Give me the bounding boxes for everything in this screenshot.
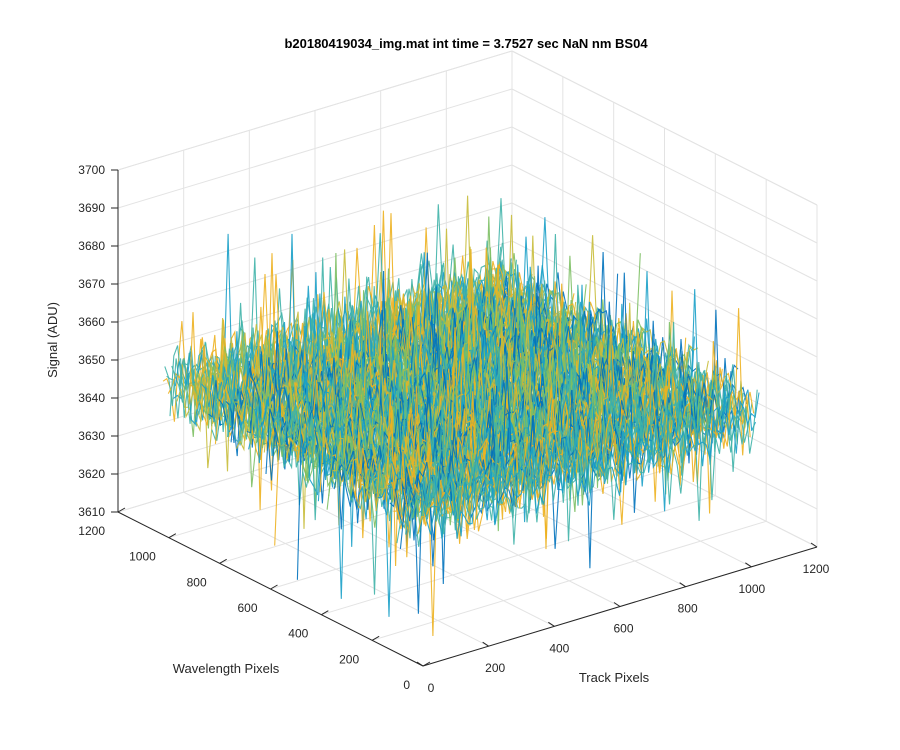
x-tick-mark: [416, 661, 424, 667]
y-tick-label: 0: [403, 678, 410, 692]
x-tick-mark: [613, 602, 621, 607]
z-tick-label: 3680: [78, 239, 105, 253]
y-tick-mark: [422, 661, 431, 667]
z-tick-label: 3650: [78, 353, 105, 367]
x-tick-label: 200: [485, 661, 505, 675]
z-tick-label: 3640: [78, 391, 105, 405]
x-tick-label: 1000: [738, 582, 765, 596]
surface-row-2: [419, 385, 757, 537]
side-wall-grid-line: [511, 88, 818, 244]
axes-layer: [111, 169, 818, 667]
z-tick-label: 3610: [78, 505, 105, 519]
z-tick-label: 3630: [78, 429, 105, 443]
x-tick-mark: [745, 562, 752, 568]
surface-layer: [162, 195, 760, 637]
y-tick-mark: [168, 533, 177, 539]
floor-grid-line: [372, 520, 767, 641]
y-tick-mark: [219, 558, 227, 564]
y-tick-label: 200: [339, 652, 359, 666]
x-tick-mark: [810, 542, 818, 548]
z-tick-label: 3660: [78, 315, 105, 329]
x-tick-label: 1200: [803, 562, 830, 576]
side-wall-grid-line: [511, 202, 818, 358]
z-tick-label: 3690: [78, 201, 105, 215]
y-tick-label: 600: [237, 601, 257, 615]
x-tick-mark: [679, 582, 686, 588]
y-tick-mark: [321, 610, 329, 616]
back-wall-grid-line: [117, 202, 513, 323]
floor-grid-line: [321, 495, 716, 616]
back-wall-grid-line: [117, 126, 513, 247]
side-wall-grid-line: [511, 240, 818, 396]
x-tick-mark: [548, 621, 555, 627]
x-tick-label: 800: [678, 602, 698, 616]
x-tick-mark: [482, 641, 489, 647]
x-tick-label: 600: [613, 622, 633, 636]
box-edge: [117, 50, 513, 171]
y-tick-mark: [270, 584, 278, 590]
x-tick-label: 0: [428, 681, 435, 695]
y-tick-label: 1000: [129, 550, 156, 564]
side-wall-grid-line: [511, 126, 818, 282]
z-tick-label: 3670: [78, 277, 105, 291]
back-wall-grid-line: [117, 88, 513, 209]
surface-row-0: [422, 388, 760, 539]
side-wall-grid-line: [511, 164, 818, 320]
y-tick-mark: [371, 635, 380, 641]
y-tick-label: 1200: [78, 524, 105, 538]
back-wall-grid-line: [117, 164, 513, 285]
y-tick-label: 800: [187, 575, 207, 589]
box-edge: [511, 50, 818, 206]
z-tick-label: 3620: [78, 467, 105, 481]
y-tick-labels: 0 200 400 600 800 1000 1200: [78, 524, 410, 692]
chart-title: b20180419034_img.mat int time = 3.7527 s…: [284, 36, 648, 51]
z-tick-labels: 3610 3620 3630 3640 3650 3660 3670 3680 3690 3700: [78, 163, 105, 519]
y-axis-label: Wavelength Pixels: [173, 661, 280, 676]
z-axis-label: Signal (ADU): [45, 302, 60, 378]
z-tick-label: 3700: [78, 163, 105, 177]
x-tick-labels: 0 200 400 600 800 1000 1200: [428, 562, 830, 695]
y-tick-mark: [117, 507, 126, 513]
x-axis-label: Track Pixels: [579, 670, 650, 685]
y-tick-label: 400: [288, 627, 308, 641]
x-tick-label: 400: [549, 641, 569, 655]
